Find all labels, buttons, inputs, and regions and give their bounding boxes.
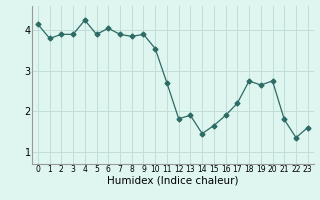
X-axis label: Humidex (Indice chaleur): Humidex (Indice chaleur)	[107, 176, 238, 186]
